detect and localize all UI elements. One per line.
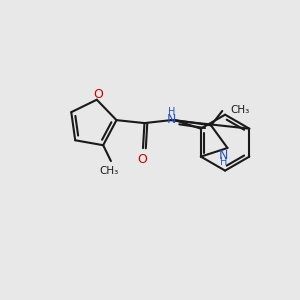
Text: H: H [168, 107, 175, 117]
Text: CH₃: CH₃ [99, 167, 118, 176]
Text: N: N [167, 113, 176, 126]
Text: N: N [219, 149, 229, 163]
Text: CH₃: CH₃ [230, 104, 250, 115]
Text: O: O [93, 88, 103, 101]
Text: H: H [220, 157, 228, 167]
Text: O: O [137, 153, 147, 167]
